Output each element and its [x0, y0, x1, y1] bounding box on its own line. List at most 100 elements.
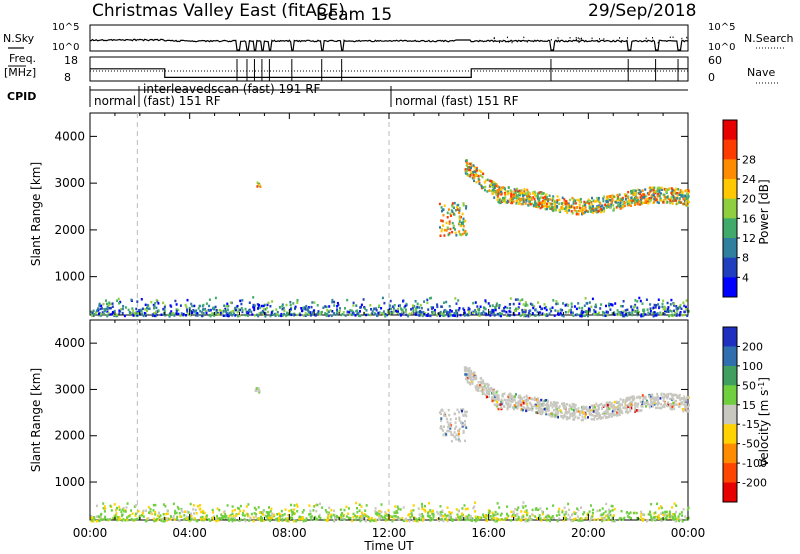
scatter-pixel: [600, 417, 602, 420]
scatter-pixel: [422, 517, 425, 520]
scatter-pixel: [603, 414, 606, 417]
scatter-pixel: [534, 308, 537, 311]
scatter-pixel: [112, 313, 115, 316]
scatter-pixel: [654, 406, 657, 410]
scatter-pixel: [640, 404, 643, 408]
scatter-pixel: [530, 403, 533, 407]
scatter-pixel: [675, 399, 678, 403]
scatter-pixel: [586, 200, 589, 203]
scatter-pixel: [281, 305, 284, 308]
scatter-pixel: [227, 517, 230, 520]
scatter-pixel: [672, 515, 674, 519]
scatter-pixel: [626, 411, 629, 415]
scatter-pixel: [644, 201, 646, 204]
scatter-pixel: [103, 505, 106, 508]
scatter-pixel: [458, 209, 461, 212]
scatter-pixel: [493, 314, 496, 317]
scatter-pixel: [631, 308, 634, 312]
scatter-pixel: [258, 511, 261, 514]
scatter-pixel: [512, 395, 515, 399]
scatter-pixel: [573, 403, 576, 406]
scatter-pixel: [595, 414, 598, 417]
scatter-pixel: [665, 394, 667, 397]
scatter-pixel: [666, 308, 669, 311]
scatter-pixel: [492, 308, 495, 312]
colorbar-frame: [722, 326, 738, 503]
scatter-pixel: [593, 312, 596, 316]
scatter-pixel: [646, 403, 649, 406]
scatter-pixel: [567, 203, 570, 207]
scatter-pixel: [484, 383, 487, 386]
scatter-pixel: [382, 313, 385, 316]
scatter-pixel: [579, 314, 582, 318]
scatter-pixel: [427, 308, 430, 311]
scatter-pixel: [286, 519, 289, 523]
scatter-pixel: [257, 314, 260, 318]
scatter-pixel: [226, 314, 229, 317]
scatter-pixel: [183, 518, 186, 521]
scatter-pixel: [98, 519, 101, 523]
scatter-pixel: [240, 302, 243, 306]
scatter-pixel: [530, 198, 533, 201]
scatter-pixel: [253, 304, 256, 307]
scatter-pixel: [526, 407, 529, 410]
scatter-pixel: [651, 393, 654, 396]
scatter-pixel: [642, 513, 645, 516]
scatter-pixel: [114, 514, 117, 517]
scatter-pixel: [530, 518, 533, 521]
noise-search-dot: [669, 36, 671, 39]
scatter-pixel: [236, 310, 239, 314]
scatter-pixel: [554, 415, 557, 419]
scatter-pixel: [411, 306, 414, 310]
scatter-pixel: [447, 514, 450, 517]
scatter-pixel: [166, 519, 169, 522]
scatter-pixel: [195, 519, 198, 522]
scatter-pixel: [281, 514, 284, 517]
scatter-pixel: [325, 313, 328, 316]
scatter-pixel: [641, 196, 644, 199]
scatter-pixel: [641, 313, 644, 316]
scatter-pixel: [504, 198, 507, 201]
scatter-pixel: [507, 403, 509, 407]
scatter-pixel: [240, 307, 243, 310]
scatter-pixel: [228, 311, 231, 315]
scatter-pixel: [628, 203, 631, 207]
scatter-pixel: [484, 393, 487, 397]
scatter-pixel: [658, 305, 661, 309]
scatter-pixel: [471, 517, 474, 520]
scatter-pixel: [570, 308, 572, 312]
scatter-pixel: [208, 309, 211, 312]
scatter-pixel: [98, 302, 101, 306]
scatter-pixel: [115, 508, 118, 512]
scatter-pixel: [606, 402, 609, 405]
scatter-pixel: [607, 302, 610, 305]
scatter-pixel: [659, 192, 662, 195]
scatter-pixel: [490, 181, 493, 185]
scatter-pixel: [595, 208, 598, 211]
scatter-pixel: [657, 186, 660, 190]
scatter-pixel: [500, 188, 503, 191]
scatter-pixel: [460, 221, 463, 225]
scatter-pixel: [522, 313, 525, 316]
scatter-pixel: [617, 409, 620, 412]
scatter-pixel: [492, 186, 495, 190]
scatter-pixel: [437, 312, 440, 316]
scatter-pixel: [270, 313, 273, 316]
scatter-pixel: [418, 516, 421, 520]
scatter-pixel: [513, 309, 516, 312]
scatter-pixel: [630, 204, 632, 207]
scatter-pixel: [499, 201, 502, 205]
scatter-pixel: [665, 196, 668, 199]
scatter-pixel: [350, 313, 353, 317]
scatter-pixel: [512, 197, 515, 200]
scatter-pixel: [413, 517, 416, 521]
scatter-pixel: [620, 509, 623, 513]
scatter-pixel: [675, 403, 678, 406]
scatter-pixel: [496, 400, 499, 403]
scatter-pixel: [465, 369, 468, 372]
scatter-pixel: [477, 389, 480, 392]
scatter-pixel: [497, 194, 500, 197]
scatter-pixel: [363, 513, 366, 516]
scatter-pixel: [633, 397, 636, 400]
scatter-pixel: [568, 309, 571, 312]
